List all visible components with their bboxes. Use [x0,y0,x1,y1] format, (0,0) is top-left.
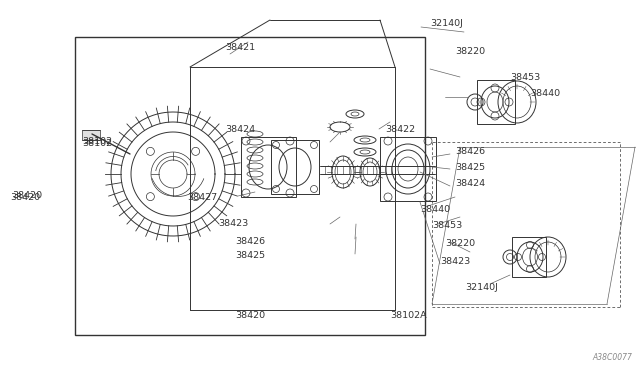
Bar [82,130,100,140]
Text: 38220: 38220 [455,48,485,57]
Text: 38426: 38426 [455,148,485,157]
Text: A38C0077: A38C0077 [592,353,632,362]
Text: 32140J: 32140J [465,282,498,292]
Bar [512,237,546,277]
Bar [271,140,319,194]
Text: 38425: 38425 [455,163,485,171]
Text: 38102A: 38102A [390,311,427,320]
Text: 38427: 38427 [187,193,217,202]
Text: 38422: 38422 [385,125,415,135]
Text: 38420: 38420 [10,192,40,202]
Bar [477,80,515,124]
Text: 38423: 38423 [440,257,470,266]
Text: 38424: 38424 [225,125,255,134]
Text: 38426: 38426 [235,237,265,247]
Text: 38453: 38453 [432,221,462,230]
Text: 32140J: 32140J [430,19,463,29]
Text: 38425: 38425 [235,250,265,260]
Text: 38102: 38102 [82,138,112,147]
Text: 38102: 38102 [82,140,112,148]
Bar [75,37,425,335]
Text: 38420: 38420 [235,311,265,320]
Text: 38421: 38421 [225,42,255,51]
Bar [241,137,296,197]
Text: 38453: 38453 [510,74,540,83]
Bar [380,137,436,201]
Text: 38440: 38440 [420,205,450,214]
Text: 38423: 38423 [218,219,248,228]
Text: 38424: 38424 [455,180,485,189]
Text: 38440: 38440 [530,90,560,99]
Text: 38420: 38420 [12,190,42,199]
Text: 38220: 38220 [445,240,475,248]
